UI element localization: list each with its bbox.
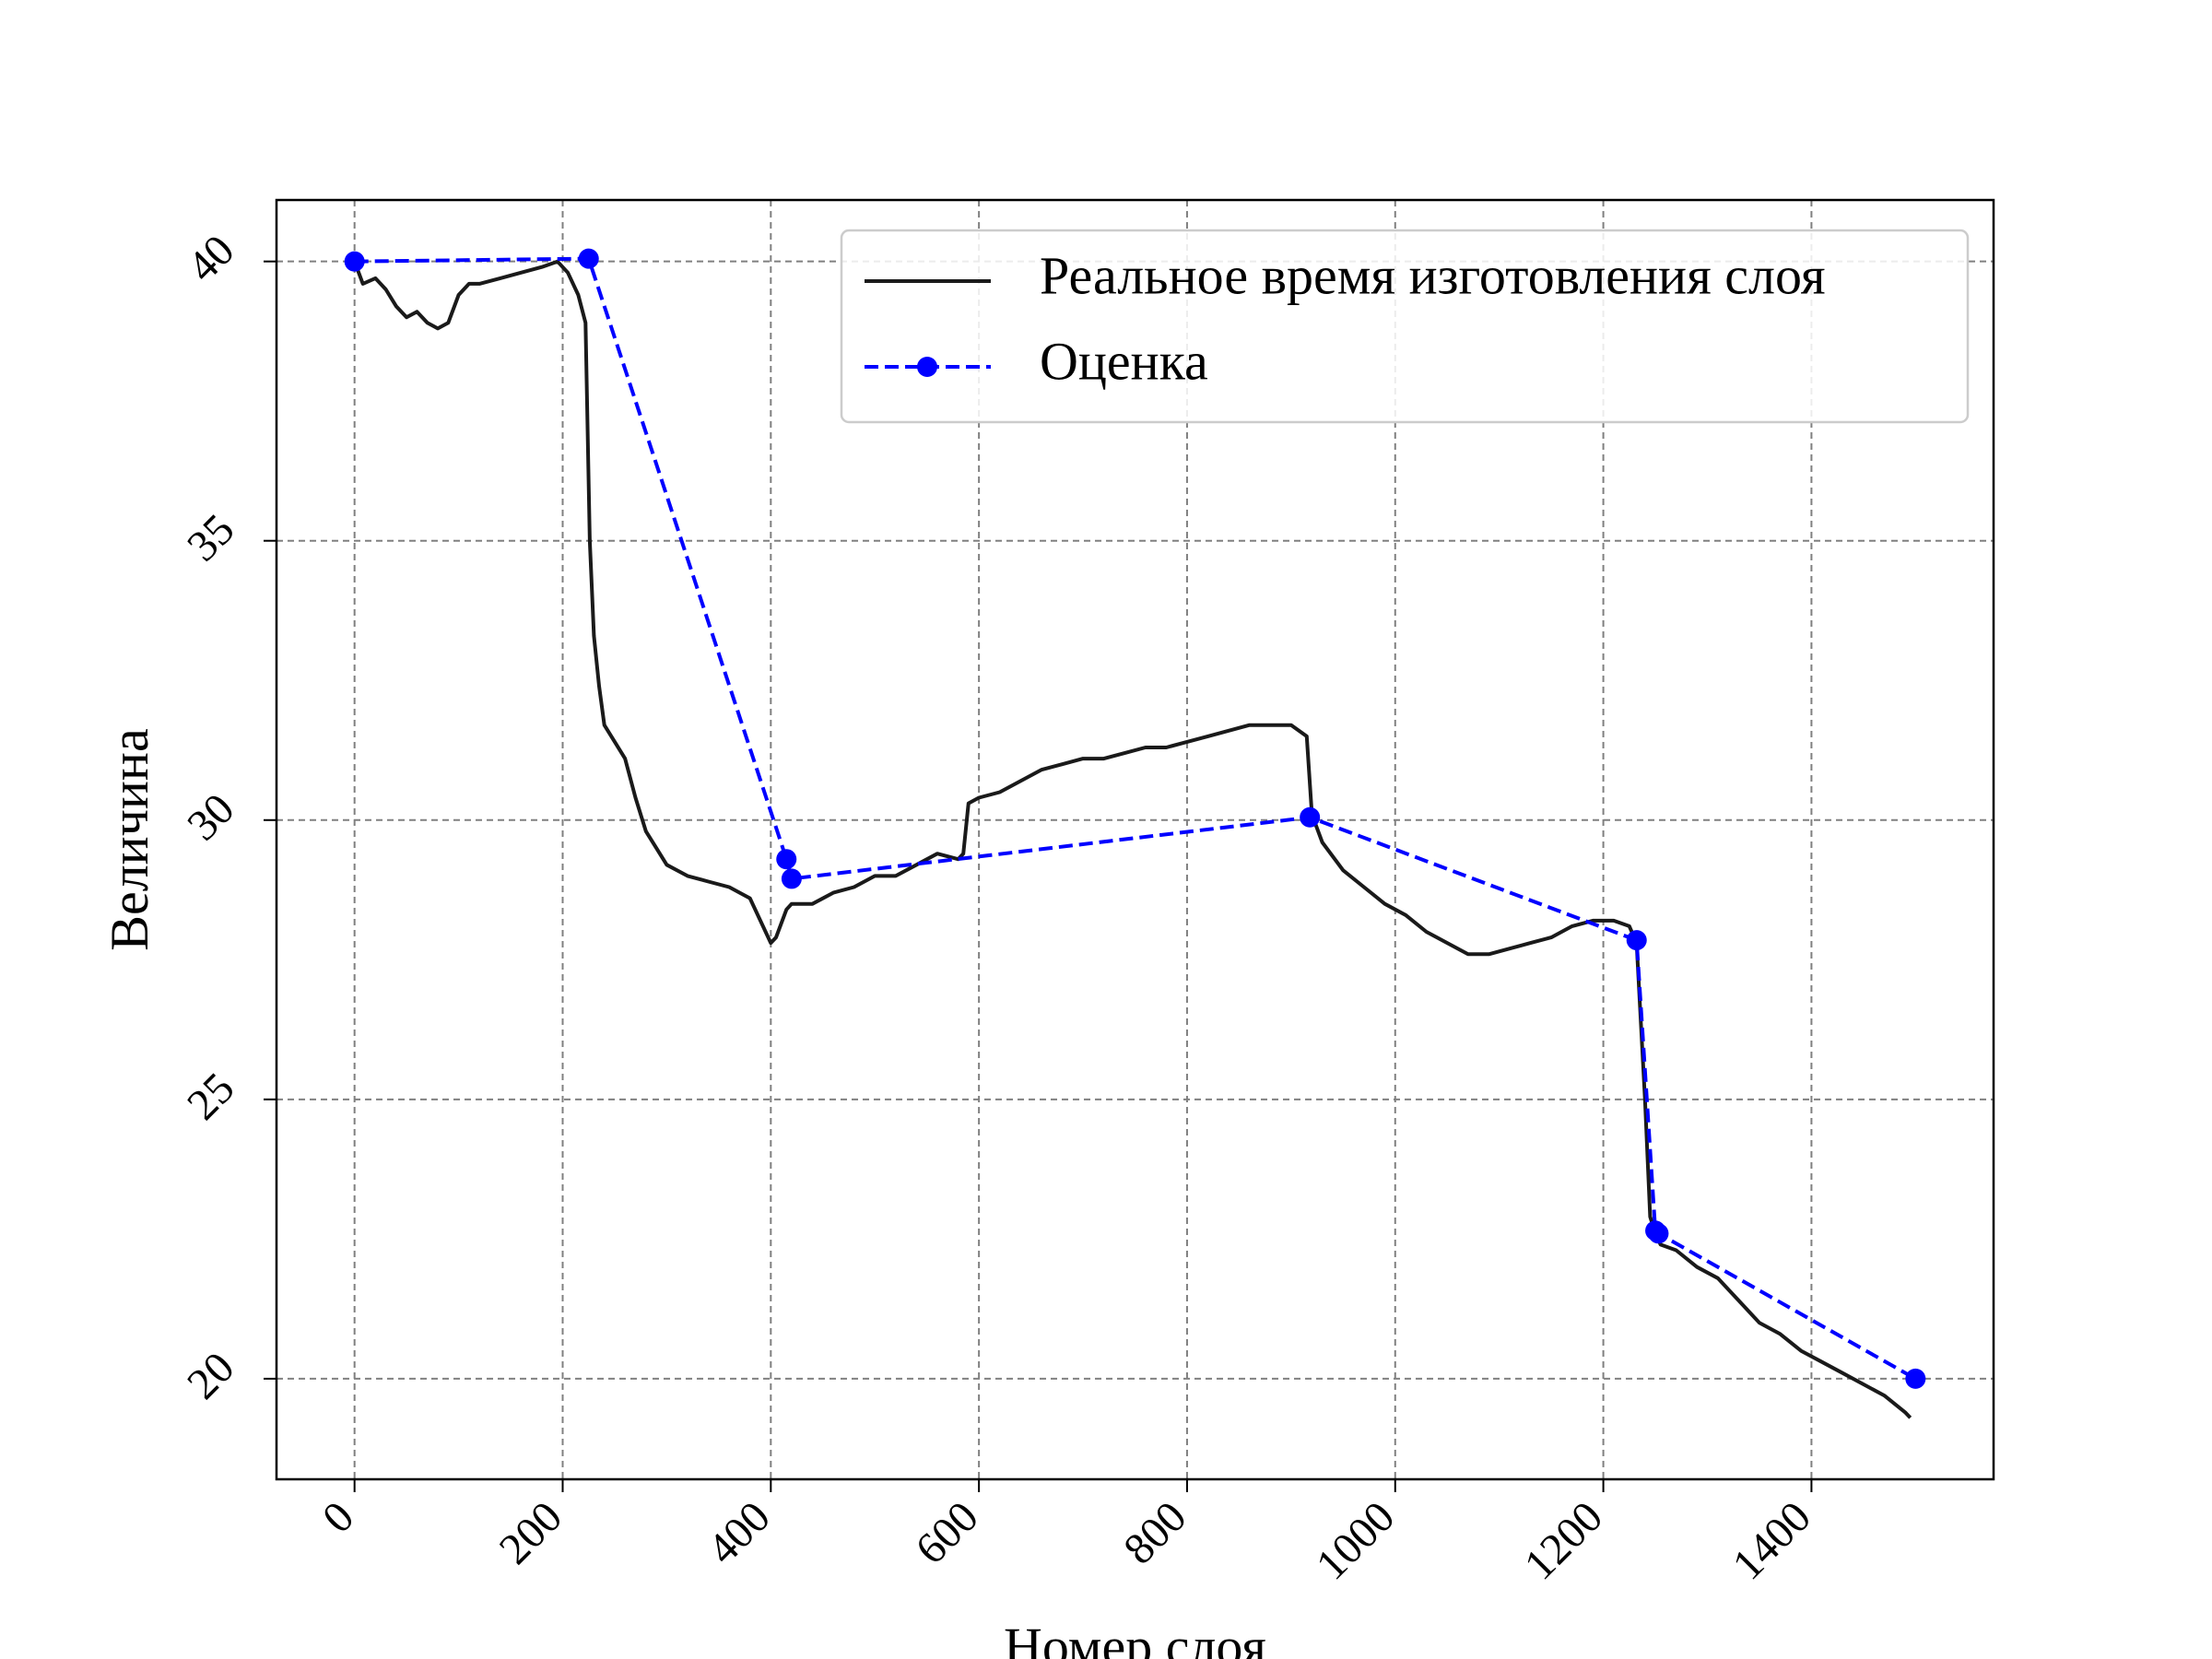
estimate-point xyxy=(1300,806,1321,828)
estimate-point xyxy=(1626,930,1647,951)
estimate-point xyxy=(781,868,802,889)
legend-box xyxy=(840,229,1970,424)
legend-label-real-time: Реальное время изготовления слоя xyxy=(1040,245,1826,305)
x-axis-label: Номер слоя xyxy=(1004,1617,1266,1659)
x-tick-label: 1200 xyxy=(1515,1492,1612,1589)
y-tick-label: 35 xyxy=(178,505,243,571)
x-tick-label: 600 xyxy=(906,1492,987,1573)
estimate-point xyxy=(776,849,797,870)
estimate-point xyxy=(1905,1368,1926,1389)
legend-marker-estimate xyxy=(917,357,937,377)
y-tick-label: 40 xyxy=(178,226,243,291)
plot-frame xyxy=(275,198,1995,1481)
legend: Реальное время изготовления слоя Оценка xyxy=(840,229,1970,424)
estimate-point xyxy=(344,251,365,272)
x-tick-label: 0 xyxy=(313,1492,363,1542)
y-axis-label: Величина xyxy=(100,728,159,950)
y-tick-label: 30 xyxy=(178,784,243,850)
y-tick-label: 20 xyxy=(178,1343,243,1408)
ticks: 0 200 400 600 800 1000 1200 1400 20 25 30 35 40 xyxy=(178,226,1820,1590)
x-tick-label: 1000 xyxy=(1307,1492,1404,1589)
x-tick-label: 200 xyxy=(490,1492,571,1573)
x-tick-label: 800 xyxy=(1114,1492,1195,1573)
estimate-point xyxy=(1648,1223,1669,1244)
y-tick-label: 25 xyxy=(178,1064,243,1129)
x-tick-label: 400 xyxy=(698,1492,779,1573)
series-layer xyxy=(344,248,1926,1419)
legend-label-estimate: Оценка xyxy=(1040,331,1208,391)
estimate-point xyxy=(578,248,599,269)
x-tick-label: 1400 xyxy=(1724,1492,1820,1589)
